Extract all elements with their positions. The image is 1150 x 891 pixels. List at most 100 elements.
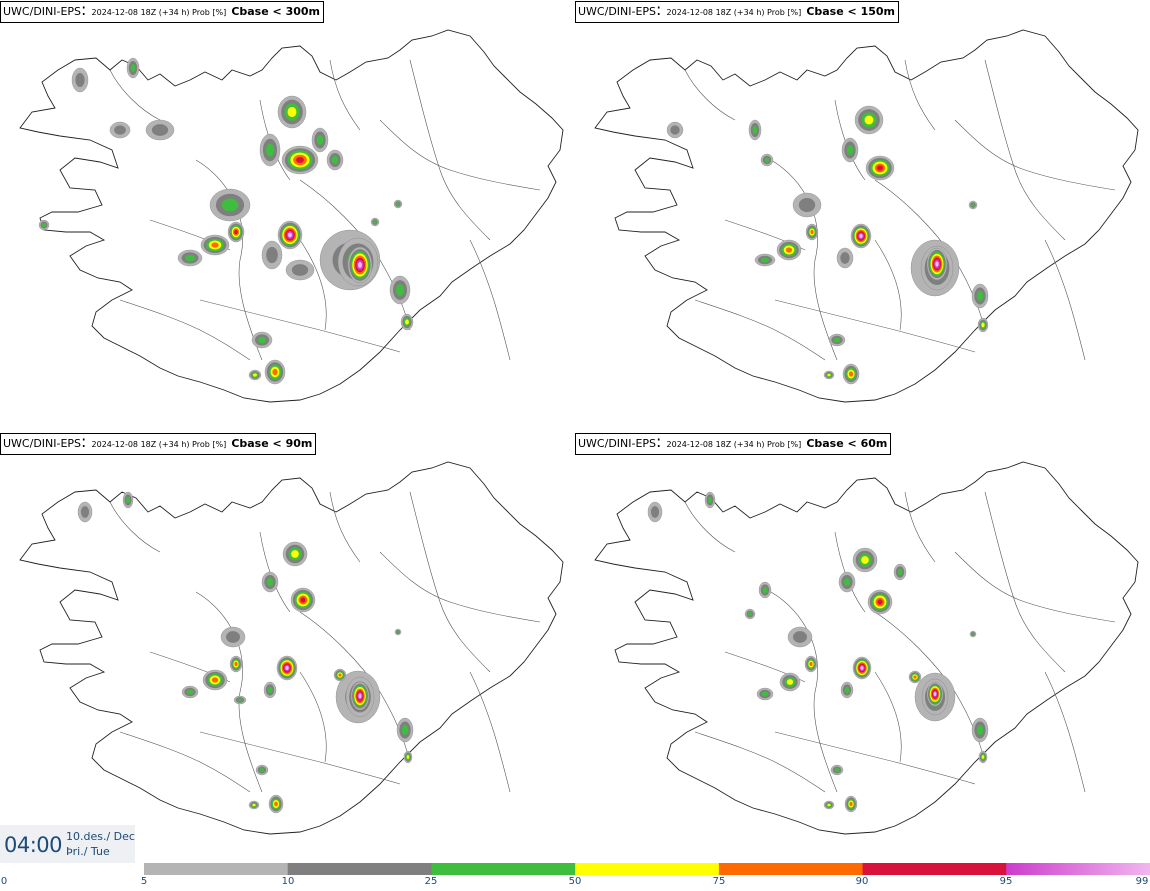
valid-weekday: Þri./ Tue [66, 845, 110, 858]
border-line [469, 671, 511, 793]
border-line [409, 491, 491, 673]
probability-contour [291, 264, 309, 276]
variable-name: Cbase < 60m [806, 437, 888, 450]
border-line [195, 591, 263, 793]
probability-contour [211, 242, 219, 248]
probability-contour [761, 691, 769, 697]
border-line [119, 299, 251, 361]
probability-contour [846, 145, 854, 155]
map-panel-cbase-60: UWC/DINI-EPS: 2024-12-08 18Z (+34 h) Pro… [575, 432, 1150, 862]
border-line [984, 491, 1066, 673]
border-line [770, 159, 838, 361]
variable-name: Cbase < 150m [806, 5, 895, 18]
probability-contour [861, 556, 869, 564]
border-line [874, 239, 902, 331]
model-name: UWC/DINI-EPS [3, 437, 82, 450]
model-name: UWC/DINI-EPS [3, 5, 82, 18]
border-line [904, 491, 936, 563]
border-line [874, 671, 902, 763]
probability-contour [291, 550, 299, 558]
probability-contour [211, 677, 219, 683]
border-line [1044, 239, 1086, 361]
probability-contour [396, 202, 400, 206]
probability-contour [843, 577, 851, 587]
probability-contour [257, 336, 267, 344]
coastline [19, 29, 564, 403]
probability-contour [976, 291, 984, 301]
valid-date: 10.des./ Dec [66, 830, 135, 843]
probability-contour [827, 373, 831, 377]
probability-contour [859, 234, 863, 238]
border-line [299, 239, 327, 331]
border-line [774, 731, 976, 785]
probability-contour [752, 125, 758, 135]
border-line [984, 59, 1066, 241]
variable-name: Cbase < 300m [231, 5, 320, 18]
probability-contour [834, 767, 840, 773]
border-line [774, 299, 976, 353]
scale-bin [144, 863, 289, 875]
iceland-outline [594, 461, 1139, 835]
probability-contour [331, 155, 339, 165]
scale-label-10: 10 [281, 876, 295, 887]
probability-contour [897, 568, 903, 576]
iceland-map [19, 461, 564, 835]
probability-contour [793, 631, 807, 643]
probability-contour [185, 254, 195, 262]
border-line [329, 59, 361, 131]
valid-time: 04:00 [4, 833, 63, 857]
probability-contour [764, 157, 770, 163]
probability-contour [976, 725, 984, 735]
map-panel-cbase-150: UWC/DINI-EPS: 2024-12-08 18Z (+34 h) Pro… [575, 0, 1150, 430]
probability-contour [933, 692, 937, 696]
color-scale-bar [144, 863, 1150, 875]
probability-contour [786, 679, 794, 685]
scale-bin [1006, 863, 1150, 875]
probability-contour [798, 198, 816, 212]
color-scale-legend: 0 5 10 25 50 75 90 95 99 [0, 861, 1150, 891]
run-info: 2024-12-08 18Z (+34 h) Prob [%] [91, 440, 227, 449]
probability-contour [80, 506, 90, 518]
scale-label-5: 5 [140, 876, 148, 887]
probability-contour [707, 496, 713, 504]
scale-label-0: 0 [0, 876, 8, 887]
border-line [954, 119, 1116, 191]
probability-contour [860, 666, 864, 670]
border-line [379, 119, 541, 191]
panel-title: UWC/DINI-EPS: 2024-12-08 18Z (+34 h) Pro… [0, 1, 324, 23]
border-line [109, 69, 161, 121]
border-line [329, 491, 361, 563]
border-line [199, 299, 401, 353]
probability-contour [981, 322, 985, 328]
variable-name: Cbase < 90m [231, 437, 313, 450]
probability-contour [316, 135, 324, 145]
probability-contour [296, 156, 304, 164]
probability-contour [125, 496, 131, 504]
probability-contour [395, 284, 405, 296]
scale-label-99: 99 [1135, 876, 1149, 887]
panel-title: UWC/DINI-EPS: 2024-12-08 18Z (+34 h) Pro… [0, 433, 317, 455]
probability-contour [267, 686, 273, 694]
iceland-outline [19, 461, 564, 835]
probability-contour [833, 337, 841, 343]
probability-field [38, 57, 414, 385]
probability-contour [300, 597, 306, 603]
run-info: 2024-12-08 18Z (+34 h) Prob [%] [666, 440, 802, 449]
probability-contour [913, 675, 917, 679]
coastline [594, 461, 1139, 835]
probability-contour [130, 63, 136, 73]
scale-label-95: 95 [999, 876, 1013, 887]
probability-contour [844, 686, 850, 694]
probability-contour [785, 247, 793, 253]
probability-contour [253, 373, 257, 377]
border-line [379, 551, 541, 623]
probability-contour [226, 631, 240, 643]
map-panel-cbase-90: UWC/DINI-EPS: 2024-12-08 18Z (+34 h) Pro… [0, 432, 575, 862]
iceland-outline [19, 29, 564, 403]
probability-contour [259, 767, 265, 773]
border-line [119, 731, 251, 793]
border-line [469, 239, 511, 361]
border-line [199, 731, 401, 785]
probability-contour [114, 125, 126, 135]
border-line [904, 59, 936, 131]
